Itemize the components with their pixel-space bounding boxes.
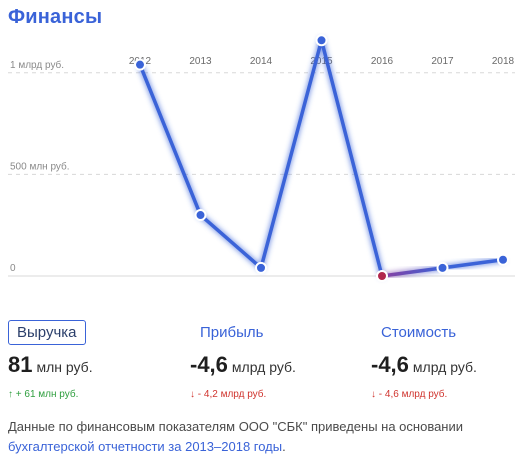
- profit-change: ↓ - 4,2 млрд руб.: [190, 389, 267, 400]
- data-point: [376, 270, 388, 282]
- value-change: ↓ - 4,6 млрд руб.: [371, 389, 448, 400]
- y-tick-label: 500 млн руб.: [10, 160, 70, 172]
- x-tick-label: 2015: [310, 56, 333, 67]
- data-point: [194, 209, 207, 222]
- data-point: [497, 253, 509, 266]
- x-tick-label: 2017: [431, 56, 454, 67]
- profit-value: -4,6 млрд руб.: [190, 352, 296, 378]
- tab-revenue[interactable]: Выручка: [8, 320, 86, 345]
- revenue-value-number: 81: [8, 352, 33, 377]
- x-tick-label: 2014: [250, 56, 273, 67]
- data-point: [436, 261, 449, 274]
- revenue-unit: млн руб.: [36, 359, 93, 375]
- line-segment: [440, 257, 505, 270]
- revenue-change: ↑ + 61 млн руб.: [8, 389, 79, 400]
- source-note-text: Данные по финансовым показателям ООО "СБ…: [8, 419, 464, 434]
- source-note-end: .: [282, 439, 286, 454]
- line-segment: [259, 38, 324, 270]
- tab-value[interactable]: Стоимость: [381, 324, 457, 341]
- profit-unit: млрд руб.: [231, 359, 296, 375]
- section-title: Финансы: [8, 6, 103, 28]
- x-tick-label: 2013: [189, 56, 212, 67]
- line-segment: [319, 38, 384, 278]
- revenue-value: 81 млн руб.: [8, 352, 93, 378]
- y-tick-label: 0: [10, 263, 16, 274]
- value-unit: млрд руб.: [412, 359, 477, 375]
- data-point: [255, 261, 267, 274]
- x-tick-label: 2016: [371, 56, 394, 67]
- line-segment: [380, 266, 445, 278]
- source-note: Данные по финансовым показателям ООО "СБ…: [8, 417, 513, 455]
- value-value: -4,6 млрд руб.: [371, 352, 477, 378]
- tab-profit[interactable]: Прибыль: [200, 324, 264, 341]
- line-segment: [198, 213, 263, 270]
- data-point: [315, 34, 328, 47]
- data-point: [134, 58, 146, 71]
- y-tick-label: 1 млрд руб.: [10, 59, 64, 71]
- profit-value-number: -4,6: [190, 352, 228, 377]
- source-note-link[interactable]: бухгалтерской отчетности за 2013–2018 го…: [8, 439, 283, 454]
- line-segment: [138, 62, 203, 217]
- value-value-number: -4,6: [371, 352, 409, 377]
- x-tick-label: 2018: [492, 56, 515, 67]
